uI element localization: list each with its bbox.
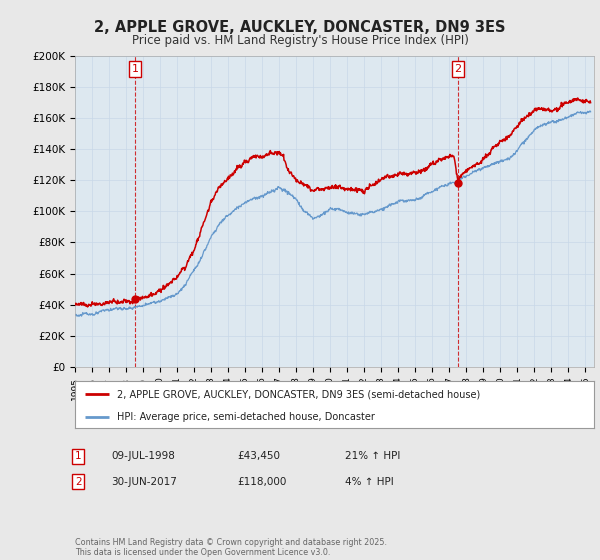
Text: HPI: Average price, semi-detached house, Doncaster: HPI: Average price, semi-detached house,…	[116, 412, 374, 422]
Text: 2: 2	[454, 64, 461, 74]
Text: 1: 1	[131, 64, 139, 74]
Text: 4% ↑ HPI: 4% ↑ HPI	[345, 477, 394, 487]
Text: £43,450: £43,450	[237, 451, 280, 461]
Text: £118,000: £118,000	[237, 477, 286, 487]
Text: 2, APPLE GROVE, AUCKLEY, DONCASTER, DN9 3ES: 2, APPLE GROVE, AUCKLEY, DONCASTER, DN9 …	[94, 20, 506, 35]
Text: 2: 2	[75, 477, 82, 487]
Text: Price paid vs. HM Land Registry's House Price Index (HPI): Price paid vs. HM Land Registry's House …	[131, 34, 469, 46]
Text: 09-JUL-1998: 09-JUL-1998	[111, 451, 175, 461]
Text: 2, APPLE GROVE, AUCKLEY, DONCASTER, DN9 3ES (semi-detached house): 2, APPLE GROVE, AUCKLEY, DONCASTER, DN9 …	[116, 389, 480, 399]
Text: 30-JUN-2017: 30-JUN-2017	[111, 477, 177, 487]
Text: Contains HM Land Registry data © Crown copyright and database right 2025.
This d: Contains HM Land Registry data © Crown c…	[75, 538, 387, 557]
Text: 21% ↑ HPI: 21% ↑ HPI	[345, 451, 400, 461]
Text: 1: 1	[75, 451, 82, 461]
